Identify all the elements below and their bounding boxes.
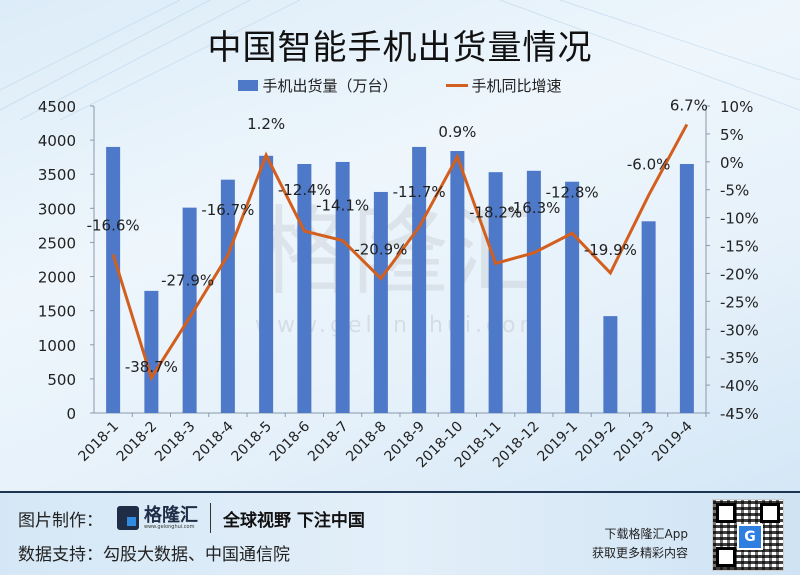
legend-label-shipments: 手机出货量（万台） <box>262 77 398 95</box>
growth-data-label: -14.1% <box>316 197 369 215</box>
x-axis-tick: 2018-5 <box>229 419 275 465</box>
footer-credit-row: 图片制作： 格隆汇 www.gelonghui.com 全球视野 下注中国 <box>18 503 365 533</box>
qr-logo-icon: G <box>737 524 763 550</box>
right-axis-tick: -15% <box>720 238 759 256</box>
app-promo-line1: 下载格隆汇App <box>604 527 688 541</box>
x-axis-tick: 2018-7 <box>305 419 351 465</box>
app-promo-line2: 获取更多精彩内容 <box>591 546 688 560</box>
growth-data-label: -27.9% <box>161 272 214 290</box>
x-axis-tick: 2019-1 <box>535 419 581 465</box>
left-axis-tick: 4500 <box>38 98 76 116</box>
legend-item-growth: 手机同比增速 <box>445 75 562 96</box>
gelonghui-logo-icon <box>117 506 139 530</box>
growth-data-label: 6.7% <box>670 96 708 114</box>
growth-data-label: 0.9% <box>438 123 476 141</box>
growth-data-label: -12.8% <box>546 183 599 201</box>
x-axis-tick: 2019-2 <box>573 419 619 465</box>
right-axis-tick: -40% <box>720 377 759 395</box>
chart-legend: 手机出货量（万台） 手机同比增速 <box>0 75 800 96</box>
x-axis-tick: 2018-1 <box>76 419 122 465</box>
legend-item-shipments: 手机出货量（万台） <box>238 75 398 96</box>
bar <box>373 191 388 413</box>
right-axis-tick: -5% <box>720 182 749 200</box>
x-axis-tick: 2018-2 <box>114 419 160 465</box>
made-by-label: 图片制作： <box>18 510 103 531</box>
x-axis-tick: 2018-6 <box>267 418 313 464</box>
left-axis-tick: 2500 <box>38 234 76 252</box>
left-axis-tick: 500 <box>47 371 76 389</box>
bar <box>450 151 465 413</box>
bar <box>297 163 312 413</box>
growth-data-label: -20.9% <box>354 240 407 258</box>
chart-title: 中国智能手机出货量情况 <box>207 28 593 68</box>
legend-label-growth: 手机同比增速 <box>471 77 562 95</box>
growth-data-label: -38.7% <box>125 358 178 376</box>
x-axis-tick: 2019-3 <box>611 419 657 465</box>
growth-data-label: -16.6% <box>87 216 140 234</box>
right-axis-tick: -45% <box>720 405 759 423</box>
bar <box>335 161 350 413</box>
growth-data-label: -6.0% <box>627 155 671 173</box>
growth-data-label: -19.9% <box>584 241 637 259</box>
footer-divider <box>0 491 800 493</box>
bar <box>565 181 580 413</box>
bar <box>526 170 541 413</box>
bar <box>488 172 503 413</box>
bar <box>603 316 618 413</box>
x-axis-tick: 2018-8 <box>343 419 389 465</box>
vertical-separator <box>210 503 211 533</box>
growth-data-label: -11.7% <box>393 183 446 201</box>
combo-chart: 格隆汇www.gelonghui.com05001000150020002500… <box>38 96 759 471</box>
right-axis-tick: -20% <box>720 265 759 283</box>
left-axis-tick: 1000 <box>38 337 76 355</box>
bar <box>259 155 274 413</box>
right-axis-tick: 5% <box>720 126 744 144</box>
left-axis-tick: 3500 <box>38 166 76 184</box>
qr-corner-icon <box>760 503 780 523</box>
bar <box>220 179 235 413</box>
bar <box>144 290 159 413</box>
bar <box>412 146 427 413</box>
bar <box>106 146 121 413</box>
line-swatch-icon <box>445 84 468 87</box>
data-source: 数据支持：勾股大数据、中国通信院 <box>18 545 290 565</box>
slogan: 全球视野 下注中国 <box>223 510 365 531</box>
logo-name-text: 格隆汇 <box>144 504 198 526</box>
app-promo: 下载格隆汇App 获取更多精彩内容 <box>592 525 688 563</box>
growth-data-label: -16.3% <box>507 199 560 217</box>
right-axis-tick: 0% <box>720 154 744 172</box>
growth-data-label: 1.2% <box>247 115 285 133</box>
footer: 图片制作： 格隆汇 www.gelonghui.com 全球视野 下注中国 数据… <box>0 493 800 575</box>
left-axis-tick: 0 <box>66 405 76 423</box>
x-axis-tick: 2018-4 <box>190 418 236 464</box>
logo-name: 格隆汇 www.gelonghui.com <box>144 504 198 530</box>
right-axis-tick: -30% <box>720 321 759 339</box>
x-axis-tick: 2019-4 <box>649 418 695 464</box>
left-axis-tick: 3000 <box>38 200 76 218</box>
bar-swatch-icon <box>238 80 259 91</box>
background-decoration <box>0 0 800 120</box>
left-axis-tick: 2000 <box>38 269 76 287</box>
right-axis-tick: -10% <box>720 210 759 228</box>
growth-line <box>111 123 689 382</box>
growth-data-label: -16.7% <box>201 201 254 219</box>
x-axis-tick: 2018-3 <box>152 419 198 465</box>
bar <box>641 221 656 413</box>
right-axis-tick: 10% <box>720 98 753 116</box>
bar <box>182 207 197 413</box>
right-axis-tick: -35% <box>720 349 759 367</box>
logo-url: www.gelonghui.com <box>144 523 195 530</box>
qr-corner-icon <box>716 547 736 567</box>
right-axis-tick: -25% <box>720 293 759 311</box>
bar <box>679 163 694 413</box>
growth-data-label: -12.4% <box>278 181 331 199</box>
left-axis-tick: 4000 <box>38 132 76 150</box>
growth-data-label: -18.2% <box>469 203 522 221</box>
qr-code[interactable]: G <box>712 499 784 571</box>
qr-corner-icon <box>716 503 736 523</box>
left-axis-tick: 1500 <box>38 303 76 321</box>
